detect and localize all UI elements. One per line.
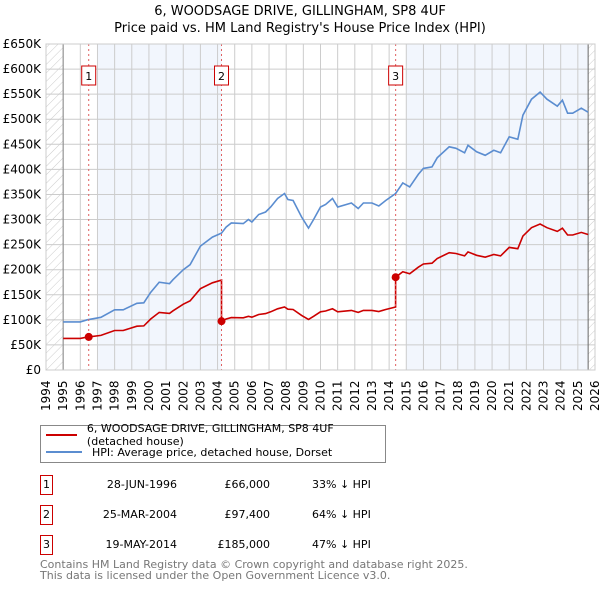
sale-point <box>84 332 93 341</box>
x-tick-label: 2000 <box>142 380 156 411</box>
x-tick-label: 2008 <box>279 380 293 411</box>
price-chart: 1994 1995 1996 1997 1998 1999 2000 2001 2002 2003… <box>3 37 600 411</box>
y-tick-label: £400K <box>3 162 43 176</box>
hpi-series-line <box>63 91 589 323</box>
chart-title: 6, WOODSAGE DRIVE, GILLINGHAM, SP8 4UF <box>154 4 446 19</box>
x-tick-label: 2011 <box>331 380 345 411</box>
x-tick-label: 1995 <box>56 380 70 411</box>
legend-item-hpi: HPI: Average price, detached house, Dors… <box>46 444 332 460</box>
y-tick-label: £300K <box>3 213 43 227</box>
sale-marker-box <box>81 65 97 86</box>
sale-hpi-diff: 47% ↓ HPI <box>312 538 371 551</box>
x-tick-label: 2025 <box>571 380 585 411</box>
x-tick-label: 2016 <box>416 380 430 411</box>
x-tick-label: 2002 <box>176 380 190 411</box>
sale-marker-box <box>214 65 230 86</box>
x-tick-label: 2024 <box>554 380 568 411</box>
y-tick-label: £50K <box>10 338 42 352</box>
legend: 6, WOODSAGE DRIVE, GILLINGHAM, SP8 4UF (… <box>40 422 386 463</box>
x-tick-label: 2014 <box>382 380 396 411</box>
y-tick-label: £350K <box>3 187 43 201</box>
legend-swatch-red <box>46 434 77 436</box>
y-tick-label: £600K <box>3 62 43 76</box>
sale-date: 25-MAR-2004 <box>102 508 177 521</box>
y-tick-label: £450K <box>3 137 43 151</box>
footer: Contains HM Land Registry data © Crown c… <box>40 559 468 581</box>
plot-border <box>45 43 596 371</box>
x-tick-label: 2022 <box>519 380 533 411</box>
x-tick-label: 2026 <box>588 380 600 411</box>
sale-marker-number: 3 <box>392 70 399 83</box>
x-tick-label: 2017 <box>434 380 448 411</box>
y-tick-label: £100K <box>3 313 43 327</box>
shaded-band <box>406 44 589 370</box>
x-tick-label: 1997 <box>90 380 104 411</box>
x-tick-label: 1994 <box>39 380 53 411</box>
sale-marker-badge: 3 <box>40 535 53 555</box>
x-tick-label: 2021 <box>502 380 516 411</box>
x-tick-label: 2009 <box>296 380 310 411</box>
y-tick-label: £150K <box>3 288 43 302</box>
y-tick-label: £500K <box>3 112 43 126</box>
no-data-hatch-right <box>588 44 595 370</box>
x-tick-label: 2010 <box>314 380 328 411</box>
sale-point <box>391 273 400 282</box>
x-tick-label: 2018 <box>451 380 465 411</box>
x-tick-label: 2015 <box>399 380 413 411</box>
x-tick-label: 2001 <box>159 380 173 411</box>
legend-item-property: 6, WOODSAGE DRIVE, GILLINGHAM, SP8 4UF (… <box>46 422 385 448</box>
y-tick-label: £200K <box>3 263 43 277</box>
x-tick-label: 2004 <box>211 380 225 411</box>
sale-date: 19-MAY-2014 <box>105 538 177 551</box>
footer-line: This data is licensed under the Open Gov… <box>40 569 391 582</box>
sale-point <box>217 317 226 326</box>
sale-price: £97,400 <box>224 508 271 521</box>
x-tick-label: 2006 <box>245 380 259 411</box>
x-tick-label: 2005 <box>228 380 242 411</box>
sale-marker-number: 1 <box>85 70 92 83</box>
x-tick-label: 2013 <box>365 380 379 411</box>
shaded-band <box>97 44 222 370</box>
x-tick-label: 2007 <box>262 380 276 411</box>
sale-marker-badge: 1 <box>40 475 53 495</box>
y-tick-label: £0 <box>26 363 41 377</box>
property-series-line <box>63 223 589 340</box>
footer-line: Contains HM Land Registry data © Crown c… <box>40 558 468 571</box>
x-tick-label: 2023 <box>537 380 551 411</box>
y-tick-label: £550K <box>3 87 43 101</box>
y-tick-label: £250K <box>3 238 43 252</box>
sale-marker-box <box>388 65 404 86</box>
x-tick-label: 1996 <box>73 380 87 411</box>
sale-hpi-diff: 64% ↓ HPI <box>312 508 371 521</box>
x-tick-label: 1999 <box>125 380 139 411</box>
sale-marker-number: 2 <box>218 70 225 83</box>
sale-price: £185,000 <box>217 538 271 551</box>
sale-hpi-diff: 33% ↓ HPI <box>312 478 371 491</box>
no-data-hatch-left <box>46 44 64 370</box>
x-tick-label: 2003 <box>193 380 207 411</box>
chart-subtitle: Price paid vs. HM Land Registry's House … <box>114 21 486 36</box>
legend-label: 6, WOODSAGE DRIVE, GILLINGHAM, SP8 4UF (… <box>86 422 334 448</box>
y-tick-label: £650K <box>3 37 43 51</box>
x-tick-label: 1998 <box>108 380 122 411</box>
sale-price: £66,000 <box>224 478 271 491</box>
legend-swatch-blue <box>46 451 82 453</box>
x-tick-label: 2019 <box>468 380 482 411</box>
legend-label: HPI: Average price, detached house, Dors… <box>92 445 333 459</box>
x-tick-label: 2020 <box>485 380 499 411</box>
sale-date: 28-JUN-1996 <box>106 478 177 491</box>
sale-marker-badge: 2 <box>40 505 53 525</box>
x-tick-label: 2012 <box>348 380 362 411</box>
